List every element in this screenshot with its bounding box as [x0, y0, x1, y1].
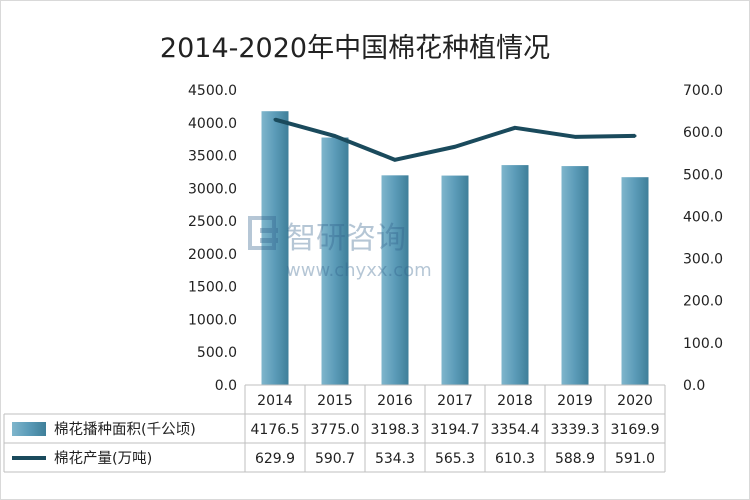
line-point-2014 [273, 118, 277, 122]
data-label-area: 3339.3 [551, 422, 600, 438]
data-label-production: 590.7 [315, 451, 355, 467]
bar-2017 [441, 175, 469, 385]
y-left-tick-label: 2500.0 [188, 214, 237, 230]
y-right-tick-label: 500.0 [683, 167, 723, 183]
x-tick-label: 2014 [257, 393, 293, 409]
y-left-tick-label: 0.0 [215, 378, 237, 394]
line-point-2020 [633, 134, 637, 138]
line-point-2018 [513, 126, 517, 130]
data-label-production: 629.9 [255, 451, 295, 467]
watermark-name: 智研咨询 [286, 221, 406, 256]
watermark-logo-icon [248, 216, 276, 250]
data-label-area: 4176.5 [251, 422, 300, 438]
y-right-tick-label: 300.0 [683, 252, 723, 268]
data-label-production: 534.3 [375, 451, 415, 467]
y-right-tick-label: 700.0 [683, 83, 723, 99]
y-left-tick-label: 1500.0 [188, 280, 237, 296]
line-point-2015 [333, 134, 337, 138]
line-point-2019 [573, 135, 577, 139]
x-tick-label: 2018 [497, 393, 533, 409]
bar-2020 [621, 177, 649, 385]
bar-2015 [321, 137, 349, 385]
y-left-tick-label: 3000.0 [188, 181, 237, 197]
bar-2019 [561, 166, 589, 385]
legend-label-area: 棉花播种面积(千公顷) [54, 421, 196, 438]
y-left-tick-label: 500.0 [197, 345, 237, 361]
watermark-url: www.chyxx.com [286, 260, 432, 281]
data-label-production: 591.0 [615, 451, 655, 467]
legend-swatch-bar [12, 422, 46, 436]
y-left-tick-label: 3500.0 [188, 149, 237, 165]
x-tick-label: 2020 [617, 393, 653, 409]
chart-title: 2014-2020年中国棉花种植情况 [160, 33, 550, 64]
x-tick-label: 2019 [557, 393, 593, 409]
data-label-area: 3354.4 [491, 422, 540, 438]
x-tick-label: 2016 [377, 393, 413, 409]
bar-2018 [501, 165, 529, 385]
y-left-tick-label: 4500.0 [188, 83, 237, 99]
y-right-tick-label: 0.0 [683, 378, 705, 394]
y-right-tick-label: 200.0 [683, 294, 723, 310]
data-label-production: 588.9 [555, 451, 595, 467]
data-label-area: 3169.9 [611, 422, 660, 438]
line-point-2017 [453, 145, 457, 149]
legend-label-production: 棉花产量(万吨) [54, 450, 152, 467]
y-left-tick-label: 1000.0 [188, 312, 237, 328]
y-left-tick-label: 2000.0 [188, 247, 237, 263]
x-tick-label: 2015 [317, 393, 353, 409]
y-right-tick-label: 600.0 [683, 125, 723, 141]
y-right-tick-label: 100.0 [683, 336, 723, 352]
x-tick-label: 2017 [437, 393, 473, 409]
y-right-tick-label: 400.0 [683, 209, 723, 225]
watermark-logo-icon [260, 238, 278, 243]
data-label-area: 3194.7 [431, 422, 480, 438]
data-label-production: 610.3 [495, 451, 535, 467]
watermark-logo-icon [260, 228, 278, 233]
y-left-tick-label: 4000.0 [188, 116, 237, 132]
data-label-area: 3775.0 [311, 422, 360, 438]
data-label-area: 3198.3 [371, 422, 420, 438]
line-point-2016 [393, 158, 397, 162]
bar-2014 [261, 111, 289, 386]
bar-2016 [381, 175, 409, 385]
data-label-production: 565.3 [435, 451, 475, 467]
